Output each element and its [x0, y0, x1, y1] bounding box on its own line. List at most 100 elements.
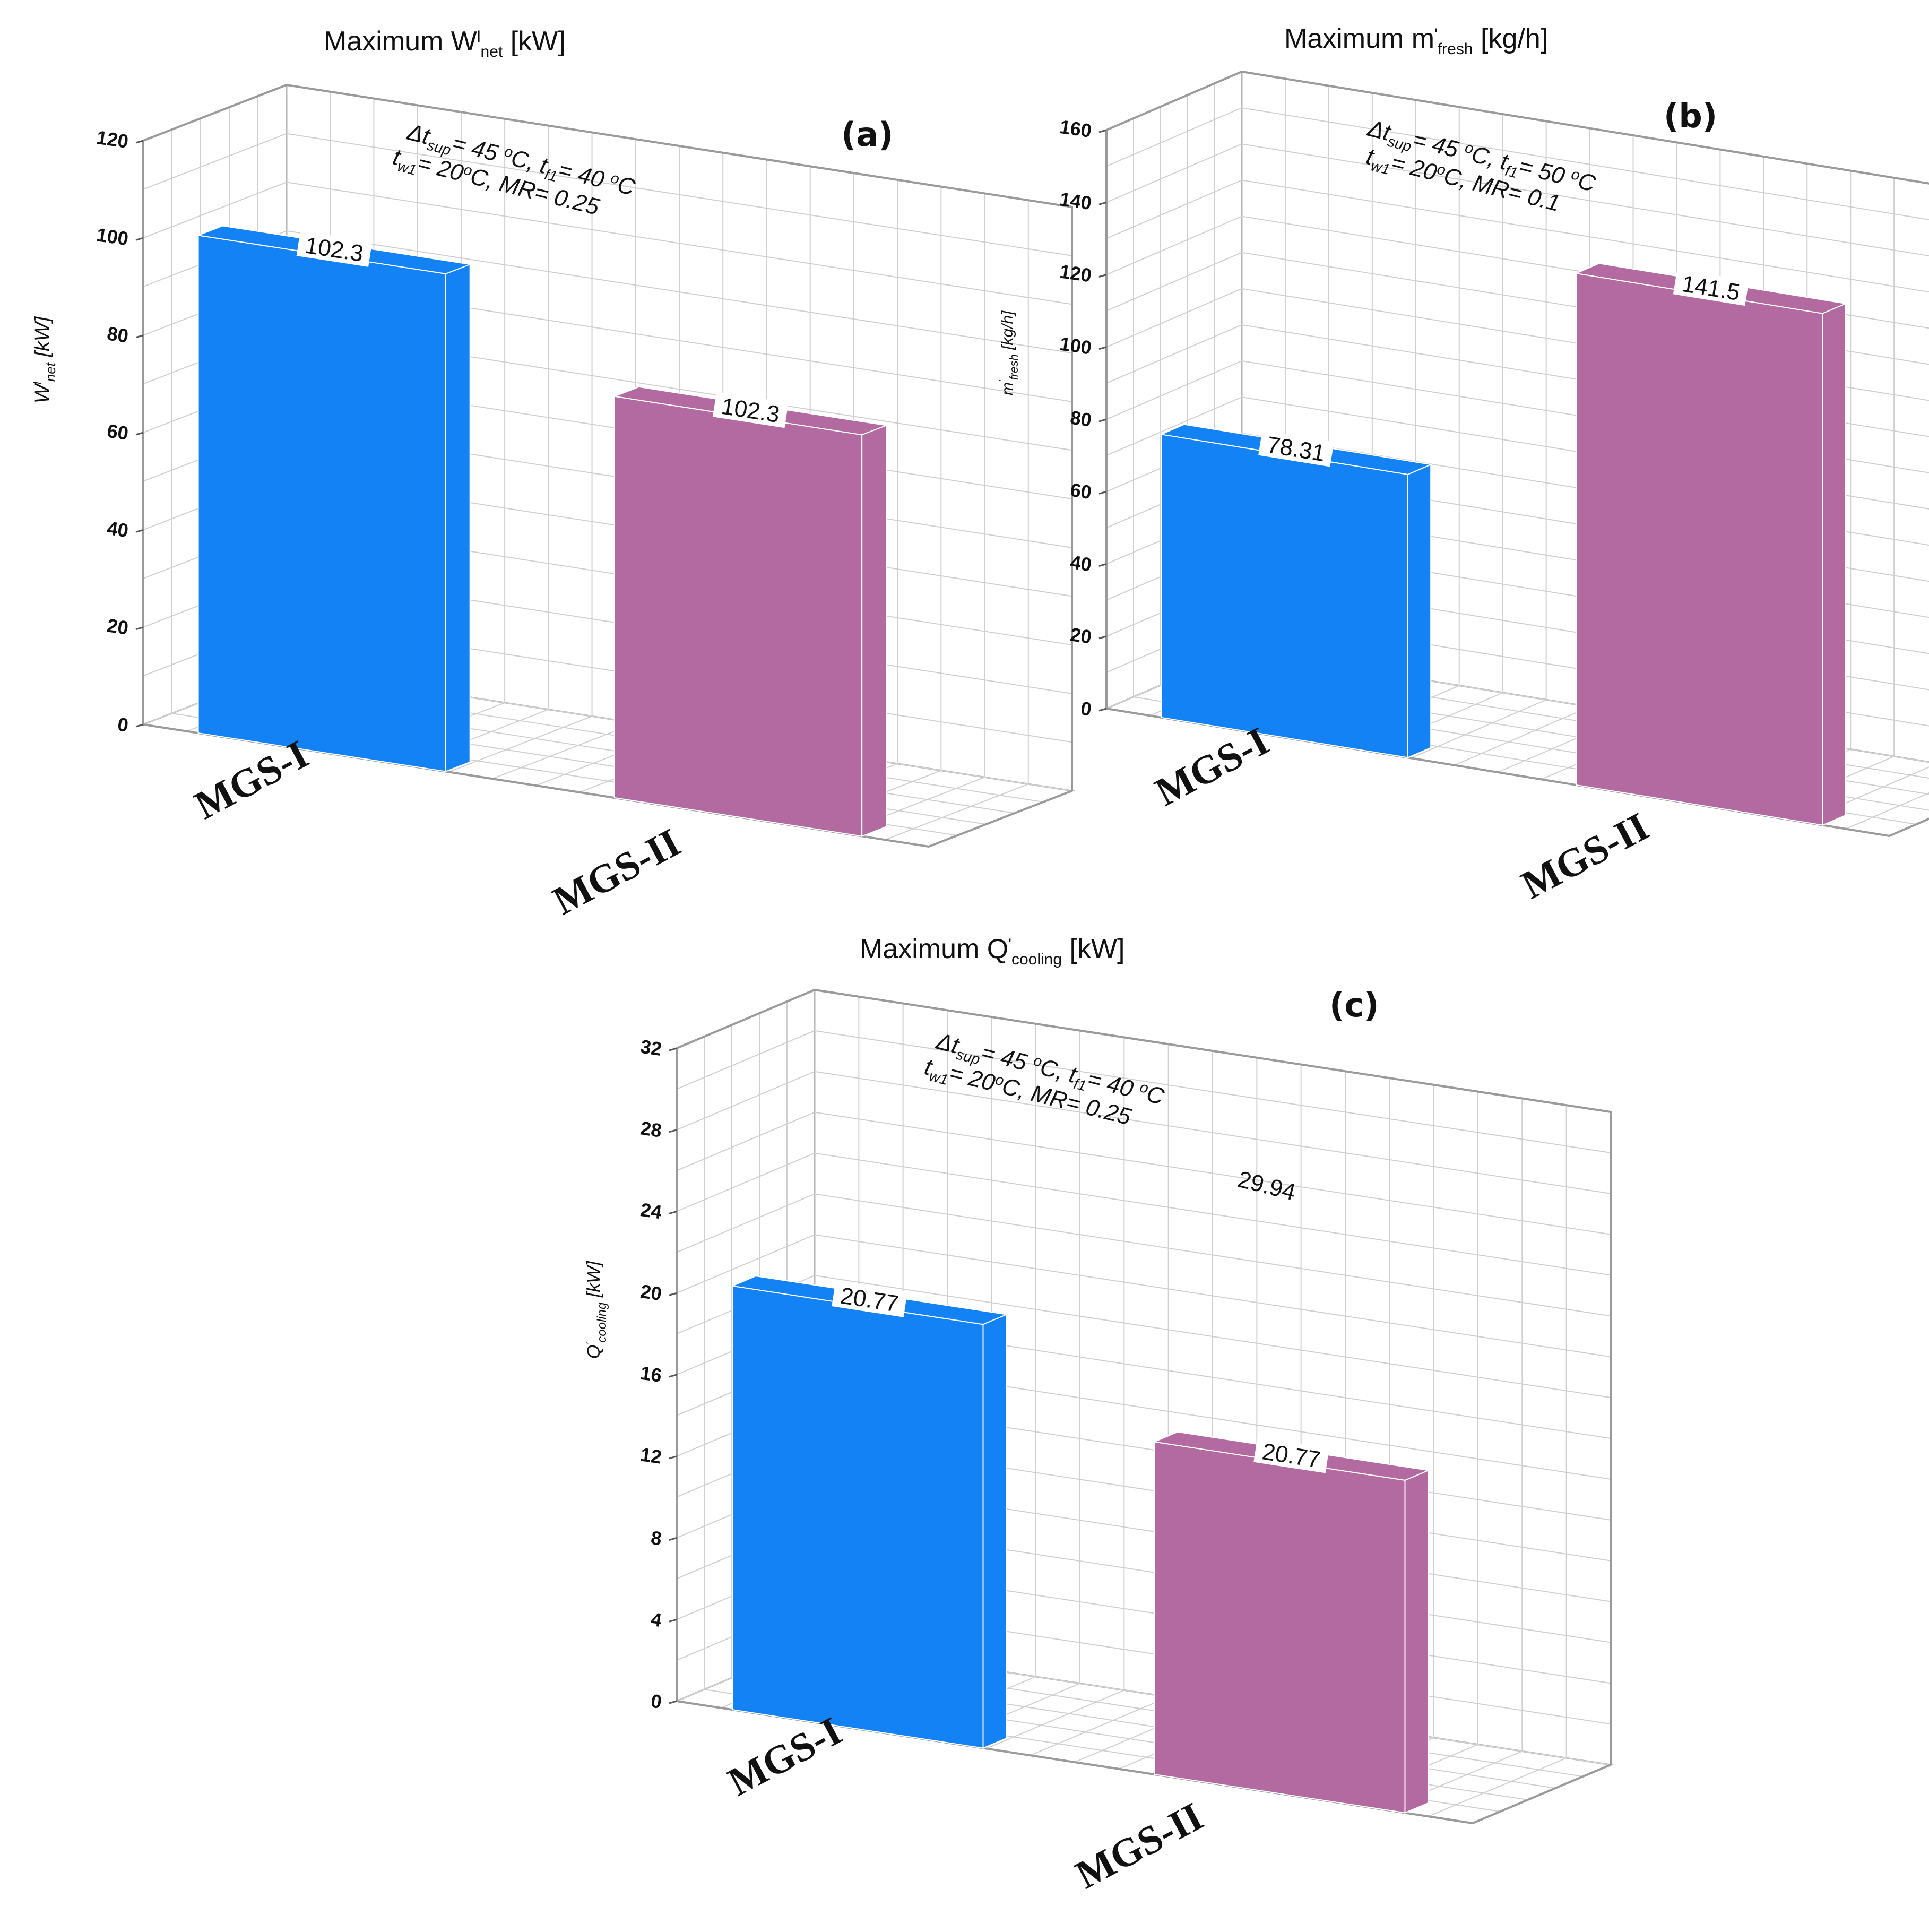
chart-b-bar-1-value-box [1258, 430, 1334, 467]
chart-a-ytick [135, 432, 144, 436]
chart-b-ytick [1098, 129, 1107, 133]
chart-b-title: Maximum m'fresh [kg/h] [1284, 23, 1548, 58]
chart-c-floor-gridline [1428, 1757, 1567, 1817]
chart-a-category-2: MGS-II [546, 820, 688, 924]
chart-c-floor-gridline [1030, 1696, 1169, 1756]
chart-b-ytick [1098, 418, 1107, 422]
chart-b-ytick-label: 140 [1058, 188, 1093, 214]
chart-c-floor-gridline [985, 1689, 1124, 1749]
chart-a-floor-gridline [448, 715, 592, 773]
chart-b-ytick-label: 60 [1069, 479, 1093, 503]
chart-c-ytick-label: 24 [639, 1198, 663, 1223]
chart-c-ylabel: Q'cooling [kW] [584, 1261, 609, 1359]
chart-b-ytick-label: 100 [1058, 333, 1093, 359]
chart-c-category-1: MGS-I [721, 1709, 849, 1805]
chart-c-ytick [669, 1211, 677, 1214]
chart-c-ytick-label: 0 [650, 1690, 663, 1713]
chart-a-bar-1-value-box [296, 230, 373, 267]
chart-a-panel-label: (a) [841, 115, 894, 154]
chart-c-ytick [669, 1618, 677, 1623]
chart-b-ytick [1098, 274, 1107, 278]
chart-a-ytick [135, 723, 144, 728]
chart-c-panel-label: (c) [1329, 986, 1379, 1024]
chart-c-bar-2-front [1154, 1441, 1406, 1814]
chart-c-bar-2-side [1404, 1469, 1429, 1814]
chart-b-bar-1-front [1161, 434, 1408, 758]
chart-a-annotation-line1: Δtsup= 45 oC, tf1= 40 oC [403, 119, 638, 204]
chart-b-ytick [1098, 635, 1107, 640]
chart-c-bar-1-value-box [832, 1281, 907, 1317]
chart-c-ytick [669, 1374, 677, 1378]
chart-b-ytick-label: 120 [1058, 260, 1093, 286]
chart-b-floor-gridline [1845, 792, 1929, 830]
chart-b-ytick [1098, 708, 1107, 712]
chart-c-ytick [669, 1292, 677, 1296]
chart-b-bar-2-side [1822, 303, 1846, 826]
chart-b-panel-label: (b) [1664, 97, 1717, 135]
chart-a-floor-gridline [885, 783, 1029, 841]
chart-a-ytick-label: 120 [95, 126, 129, 152]
chart-b-ytick [1098, 490, 1107, 495]
chart-b-ytick-label: 0 [1079, 697, 1093, 720]
chart-b-ytick-label: 40 [1069, 551, 1093, 575]
chart-c-ytick [669, 1455, 677, 1460]
chart-a-bar-1-value-group: 102.3 [296, 230, 373, 267]
chart-b-ytick-label: 20 [1069, 623, 1093, 648]
chart-a-ytick [135, 237, 144, 241]
chart-a-bar-1-front [197, 235, 446, 772]
chart-c-ytick-label: 16 [639, 1362, 663, 1386]
chart-c-ticks: 0 4 8 12 16 20 24 28 32 [639, 1036, 677, 1713]
chart-c-ytick [669, 1700, 677, 1704]
chart-c-top-frame [676, 988, 1612, 1765]
chart-c-title: Maximum Q'cooling [kW] [860, 934, 1125, 968]
chart-a-ytick-label: 100 [95, 223, 129, 249]
chart-c-bar-2-value-box [1253, 1437, 1329, 1473]
chart-c-bar-1-front [732, 1285, 984, 1749]
chart-a-category-1: MGS-I [188, 732, 316, 828]
chart-a-top-frame [143, 83, 1073, 791]
chart-b-ylabel: m'fresh [kg/h] [997, 310, 1020, 395]
chart-b-ytick [1098, 201, 1107, 205]
chart-b-category-1: MGS-I [1148, 719, 1276, 815]
chart-a-ylabel: Wlnet [kW] [31, 316, 58, 403]
chart-c-ytick-label: 12 [639, 1443, 663, 1468]
chart-b-ticks: 0 20 40 60 80 100 120 140 160 [1058, 116, 1107, 720]
chart-a-bar-1-side [445, 263, 471, 772]
chart-a-ytick-label: 60 [106, 420, 129, 444]
chart-a-ytick [135, 140, 144, 144]
chart-a-floor-gridline [492, 722, 636, 780]
chart-c-category-2: MGS-II [1069, 1794, 1210, 1898]
chart-c-ytick-label: 4 [650, 1608, 663, 1631]
chart-b-ytick [1098, 346, 1107, 350]
chart-a-ytick-label: 20 [106, 614, 129, 639]
chart-a-title: Maximum Wlnet [kW] [324, 26, 566, 61]
chart-b-category-2: MGS-II [1515, 804, 1656, 908]
chart-a-ytick [135, 626, 144, 631]
chart-b-ytick-label: 80 [1069, 407, 1093, 431]
chart-a-ytick-label: 80 [106, 322, 129, 347]
chart-c-bar-1-side [982, 1313, 1007, 1749]
chart-b-bar-1-side [1407, 463, 1432, 758]
chart-b-ytick [1098, 563, 1107, 567]
chart-c-ytick [669, 1537, 677, 1541]
chart-b-floor-gridline [1411, 699, 1547, 759]
chart-c-ytick-label: 28 [639, 1117, 663, 1141]
chart-b-ytick-label: 160 [1058, 116, 1093, 142]
chart-b-floor-gridline [1454, 706, 1590, 766]
chart-a-ytick [135, 334, 144, 339]
chart-a-ytick-label: 40 [106, 517, 129, 541]
chart-b-top-frame [1106, 70, 1929, 185]
chart-a-ticks: 0 20 40 60 80 100 120 [95, 126, 144, 736]
chart-c-ytick [669, 1047, 677, 1051]
chart-c-ytick-label: 8 [650, 1526, 663, 1549]
chart-a-ytick [135, 529, 144, 533]
chart-c-ytick-label: 20 [639, 1280, 663, 1305]
chart-b-bar-2-front [1576, 272, 1823, 826]
